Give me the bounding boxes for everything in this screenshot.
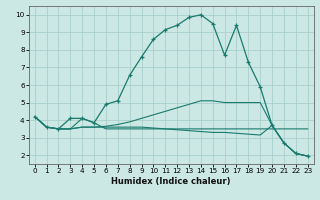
X-axis label: Humidex (Indice chaleur): Humidex (Indice chaleur) [111, 177, 231, 186]
